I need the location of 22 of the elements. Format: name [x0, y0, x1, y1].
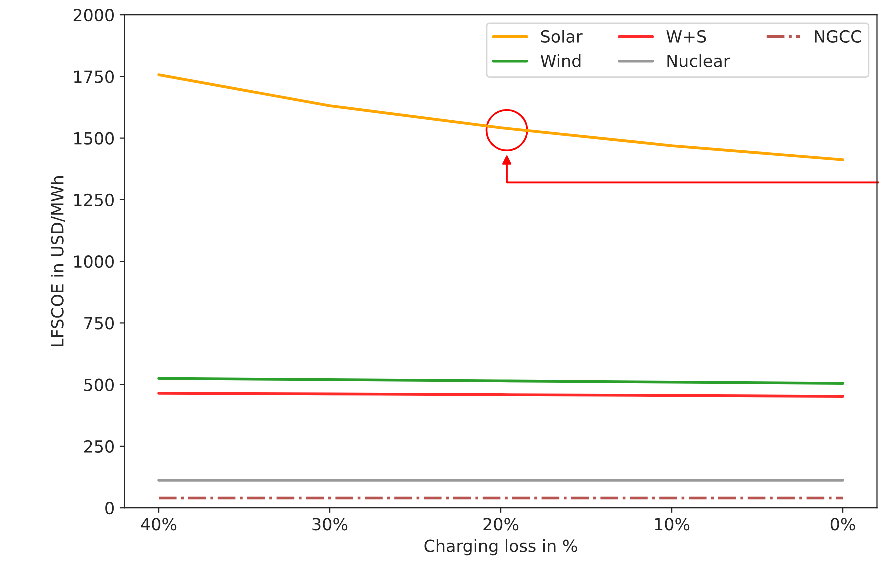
y-axis-title: LFSCOE in USD/MWh — [50, 176, 66, 346]
x-tick-label: 10% — [655, 518, 690, 531]
y-tick-label: 1500 — [74, 132, 114, 145]
x-axis-title: Charging loss in % — [424, 539, 578, 556]
legend-label: Wind — [540, 54, 581, 68]
y-tick-label: 0 — [106, 502, 114, 515]
y-tick-label: 1750 — [74, 70, 114, 84]
x-tick-label: 0% — [830, 518, 856, 531]
x-tick-label: 30% — [312, 518, 348, 531]
legend-label: NGCC — [815, 30, 862, 43]
legend-label: Nuclear — [668, 54, 730, 68]
y-tick-label: 2000 — [74, 9, 114, 22]
y-tick-label: 1250 — [74, 194, 114, 207]
y-tick-label: 750 — [84, 317, 114, 330]
y-tick-label: 500 — [84, 378, 114, 392]
x-tick-label: 20% — [484, 518, 519, 531]
legend-label: Solar — [541, 30, 583, 43]
line-series — [158, 74, 844, 162]
legend-label: W+S — [666, 30, 706, 43]
y-tick-label: 1000 — [74, 256, 114, 268]
y-tick-label: 250 — [84, 440, 114, 454]
x-tick-label: 40% — [141, 518, 177, 531]
